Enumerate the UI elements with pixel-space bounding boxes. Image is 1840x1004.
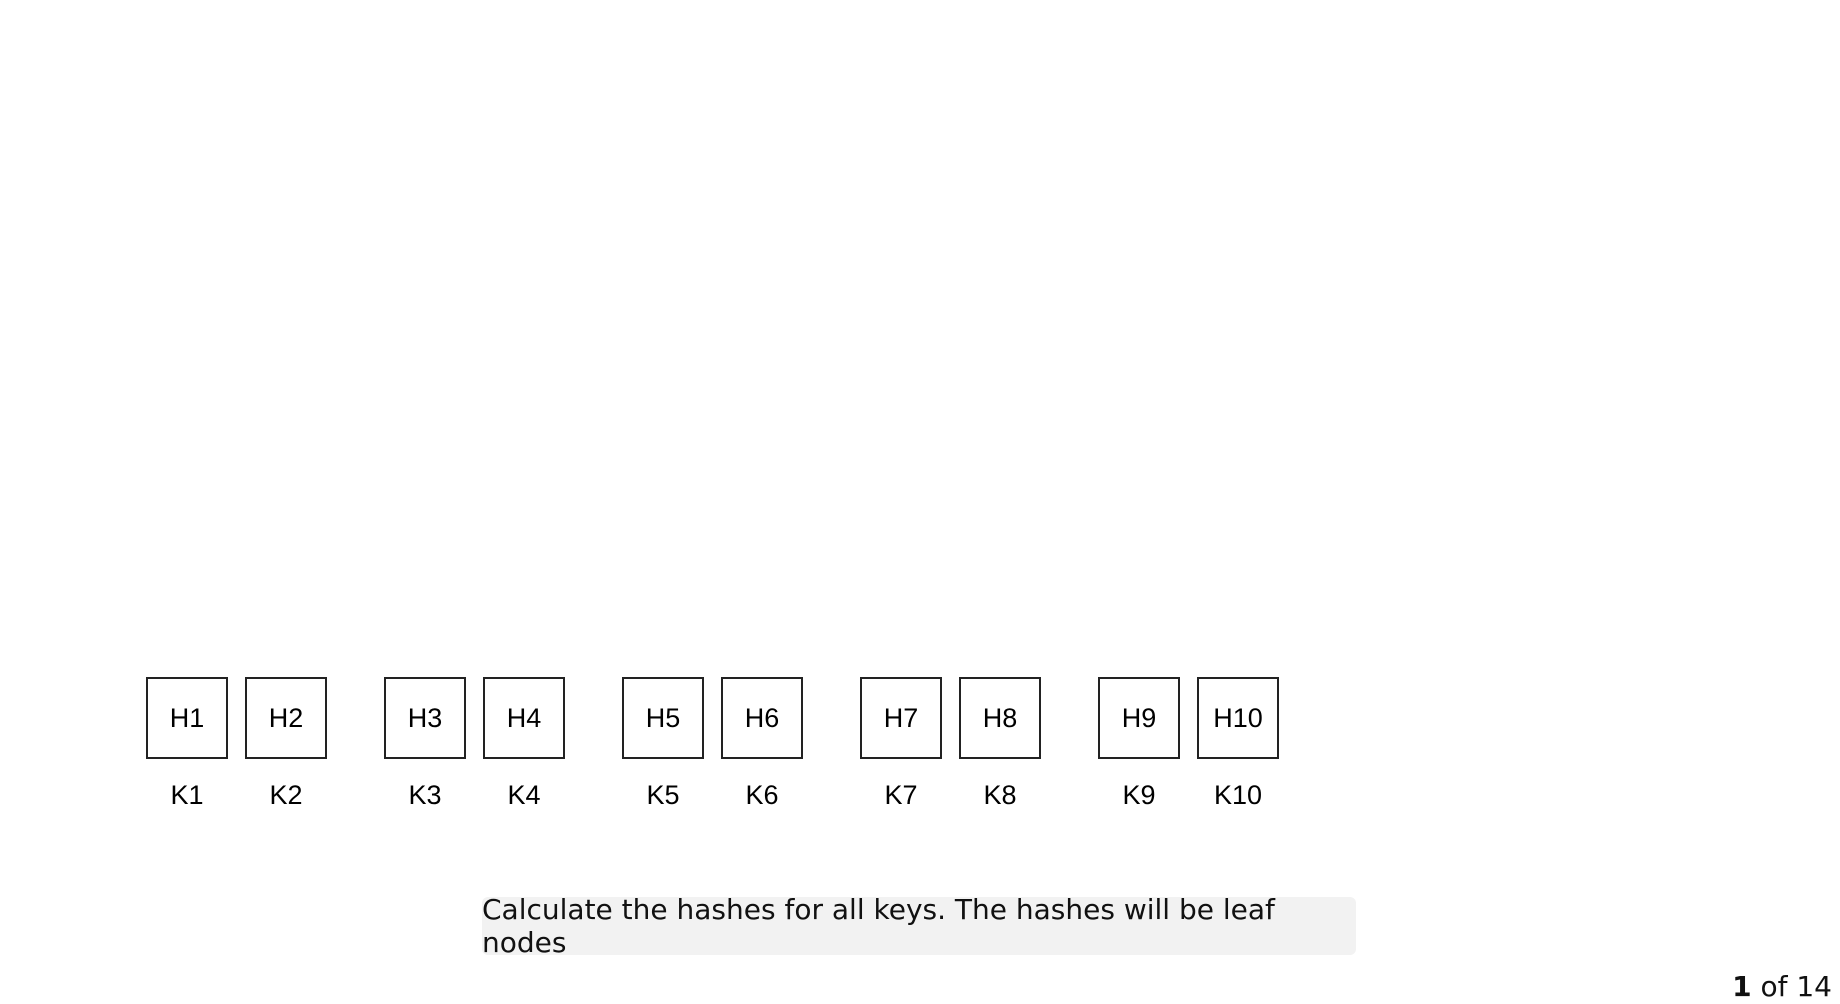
leaf-node-h1: H1	[146, 677, 228, 759]
leaf-node-h6: H6	[721, 677, 803, 759]
key-label-k3: K3	[408, 780, 442, 810]
leaf-node-h7: H7	[860, 677, 942, 759]
leaf-node-h2: H2	[245, 677, 327, 759]
slide-counter-separator: of	[1760, 970, 1788, 1003]
key-label-k4: K4	[507, 780, 541, 810]
key-label-k7: K7	[884, 780, 918, 810]
slide-counter-total: 14	[1796, 970, 1832, 1003]
key-label-k9: K9	[1122, 780, 1156, 810]
key-label-k6: K6	[745, 780, 779, 810]
key-label-k1: K1	[170, 780, 204, 810]
leaf-node-h10: H10	[1197, 677, 1279, 759]
leaf-node-h9: H9	[1098, 677, 1180, 759]
leaf-node-h3: H3	[384, 677, 466, 759]
slide-counter: 1 of 14	[1732, 970, 1832, 1003]
key-label-k8: K8	[983, 780, 1017, 810]
key-label-k10: K10	[1213, 780, 1263, 810]
slide-counter-current: 1	[1732, 970, 1752, 1003]
key-label-k5: K5	[646, 780, 680, 810]
step-caption: Calculate the hashes for all keys. The h…	[482, 893, 1356, 959]
leaf-node-h8: H8	[959, 677, 1041, 759]
leaf-node-h4: H4	[483, 677, 565, 759]
leaf-node-h5: H5	[622, 677, 704, 759]
key-label-k2: K2	[269, 780, 303, 810]
